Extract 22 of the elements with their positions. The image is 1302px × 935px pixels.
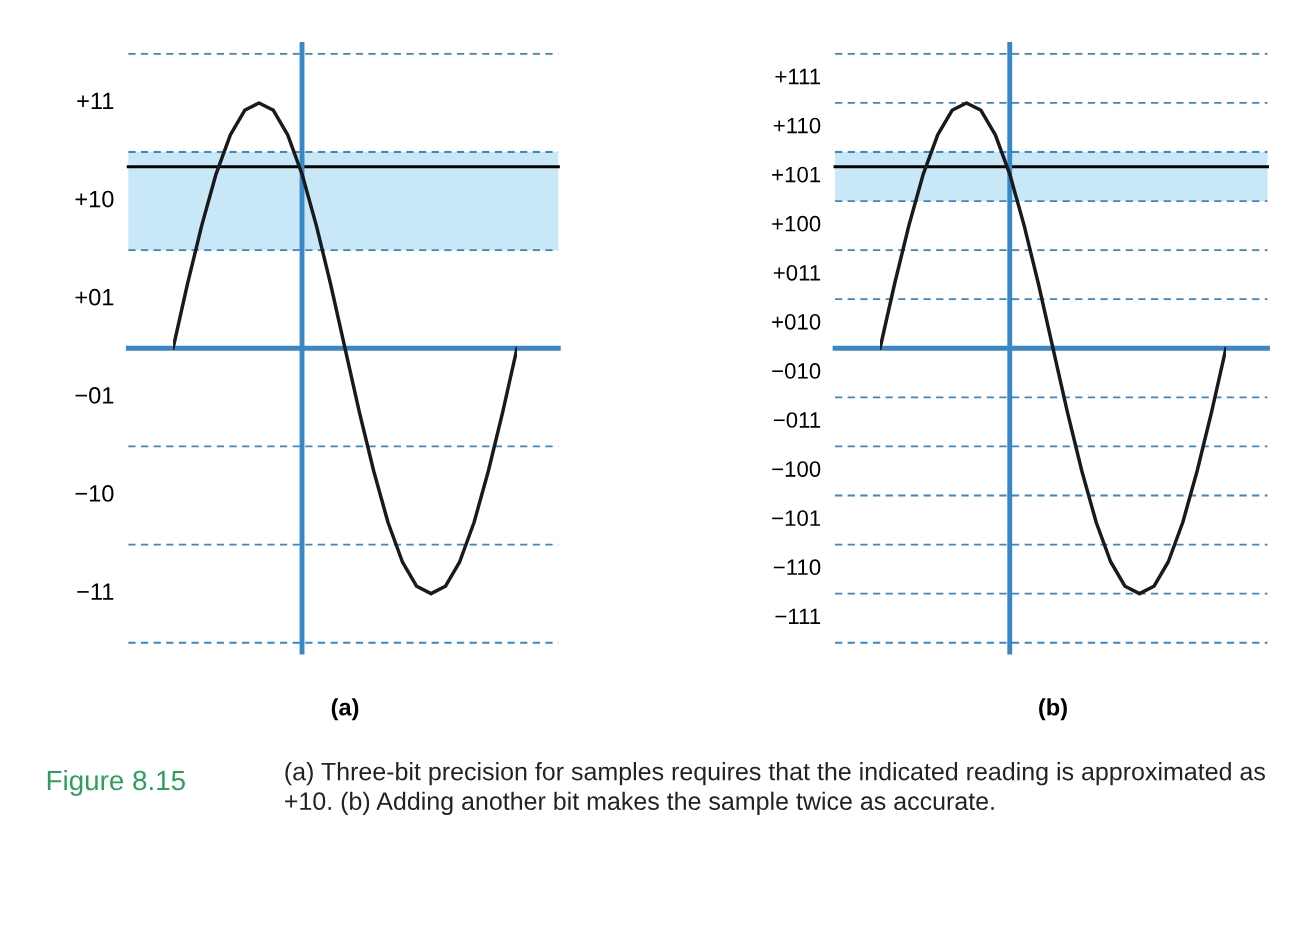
text: +110	[773, 117, 821, 134]
text: −110	[773, 559, 821, 576]
text: +111	[775, 68, 821, 85]
text: +100	[772, 215, 821, 232]
text: −011	[773, 412, 821, 428]
text: +011	[773, 264, 821, 281]
text: −111	[775, 608, 821, 624]
x-axis-title: (b)	[1039, 698, 1067, 721]
x-axis-title: (a)	[331, 698, 359, 721]
text: +11	[77, 92, 114, 110]
text: −01	[75, 386, 114, 404]
text: +010	[772, 313, 821, 330]
text: +01	[75, 288, 114, 306]
text: −101	[772, 510, 821, 527]
text: −11	[77, 583, 114, 600]
text: +10	[75, 190, 114, 208]
caption: Figure 8.15	[47, 769, 185, 796]
text: (a) Three-bit precision for samples requires that the indicated reading is approximated as +10. (b) Adding another bit makes the sample twice as accurate.	[285, 762, 1265, 815]
text: +101	[772, 166, 821, 183]
text: −10	[75, 485, 114, 502]
text: −100	[772, 461, 821, 477]
text: −010	[772, 363, 821, 379]
